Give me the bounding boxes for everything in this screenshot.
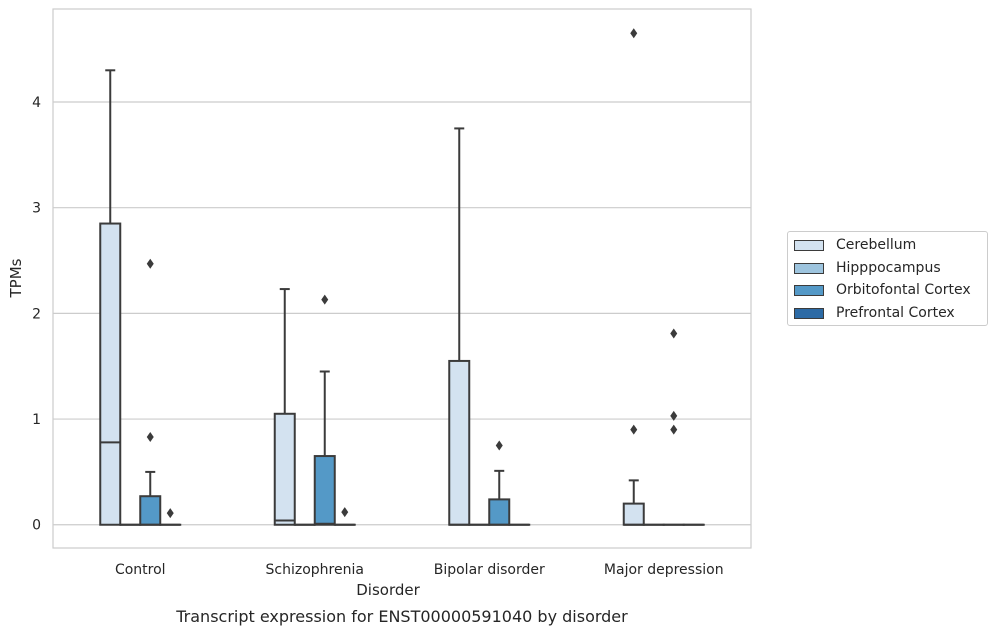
legend-item-prefrontal: Prefrontal Cortex [794,303,955,323]
legend-label: Orbitofontal Cortex [836,282,971,298]
y-tick-label: 3 [32,201,41,217]
x-tick-label: Bipolar disorder [434,562,545,578]
legend: Cerebellum Hipppocampus Orbitofontal Cor… [787,231,988,326]
outlier-point [146,258,154,269]
legend-label: Prefrontal Cortex [836,305,955,321]
legend-swatch-orbitofrontal [794,284,824,296]
outlier-point [166,508,174,519]
box [273,412,296,526]
y-tick-label: 4 [32,95,41,111]
box [448,359,471,526]
box-series [99,28,705,526]
chart-caption: Transcript expression for ENST0000059104… [175,607,628,626]
outlier-point [670,424,678,435]
y-tick-label: 1 [32,412,41,428]
x-tick-label: Control [115,562,166,578]
outlier-point [630,424,638,435]
legend-item-orbitofrontal: Orbitofontal Cortex [794,280,971,300]
x-axis-label: Disorder [356,581,420,599]
legend-swatch-cerebellum [794,239,824,251]
box [99,222,122,526]
outlier-point [341,507,349,518]
legend-item-cerebellum: Cerebellum [794,235,916,255]
box [139,495,162,526]
y-tick-label: 0 [32,518,41,534]
legend-swatch-hippocampus [794,262,824,274]
box [622,502,645,526]
legend-swatch-prefrontal [794,307,824,319]
box [313,455,336,526]
x-tick-label: Schizophrenia [266,562,364,578]
x-tick-label: Major depression [604,562,724,578]
legend-item-hippocampus: Hipppocampus [794,258,941,278]
y-axis-label: TPMs [7,258,25,298]
x-tick-labels: Control Schizophrenia Bipolar disorder Majo… [115,562,724,578]
legend-label: Hipppocampus [836,260,941,276]
legend-label: Cerebellum [836,237,917,253]
outlier-point [670,410,678,421]
outlier-point [495,440,503,451]
plot-area [52,8,752,549]
outlier-point [670,328,678,339]
outlier-point [321,294,329,305]
y-tick-labels: 0 1 2 3 4 [32,95,41,534]
outlier-point [630,28,638,39]
box [488,498,511,526]
y-tick-label: 2 [32,306,41,322]
outlier-point [146,432,154,443]
